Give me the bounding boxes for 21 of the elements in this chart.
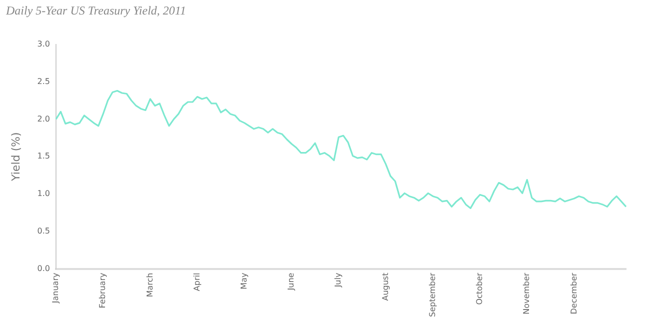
x-tick-label: October — [475, 272, 484, 305]
y-tick-label: 2.0 — [37, 114, 50, 124]
x-tick-label: July — [334, 272, 343, 288]
x-tick-label: May — [240, 272, 249, 290]
x-tick-label: September — [428, 272, 437, 317]
x-tick-label: February — [98, 272, 108, 308]
x-tick-label: April — [192, 272, 202, 292]
x-tick-label: August — [380, 272, 390, 301]
y-axis-title: Yield (%) — [9, 132, 22, 182]
y-tick-label: 0.5 — [37, 226, 50, 236]
x-tick-label: January — [51, 272, 60, 304]
x-tick-label: March — [145, 272, 154, 298]
x-tick-label: December — [569, 272, 578, 314]
y-tick-label: 1.5 — [37, 152, 50, 161]
y-tick-label: 2.5 — [37, 76, 50, 86]
x-tick-label: November — [522, 272, 532, 314]
y-tick-label: 0.0 — [37, 264, 50, 273]
chart-title: Daily 5-Year US Treasury Yield, 2011 — [5, 3, 186, 18]
y-tick-label: 3.0 — [37, 39, 50, 48]
x-tick-label: June — [286, 272, 296, 292]
y-tick-label: 1.0 — [37, 189, 50, 198]
